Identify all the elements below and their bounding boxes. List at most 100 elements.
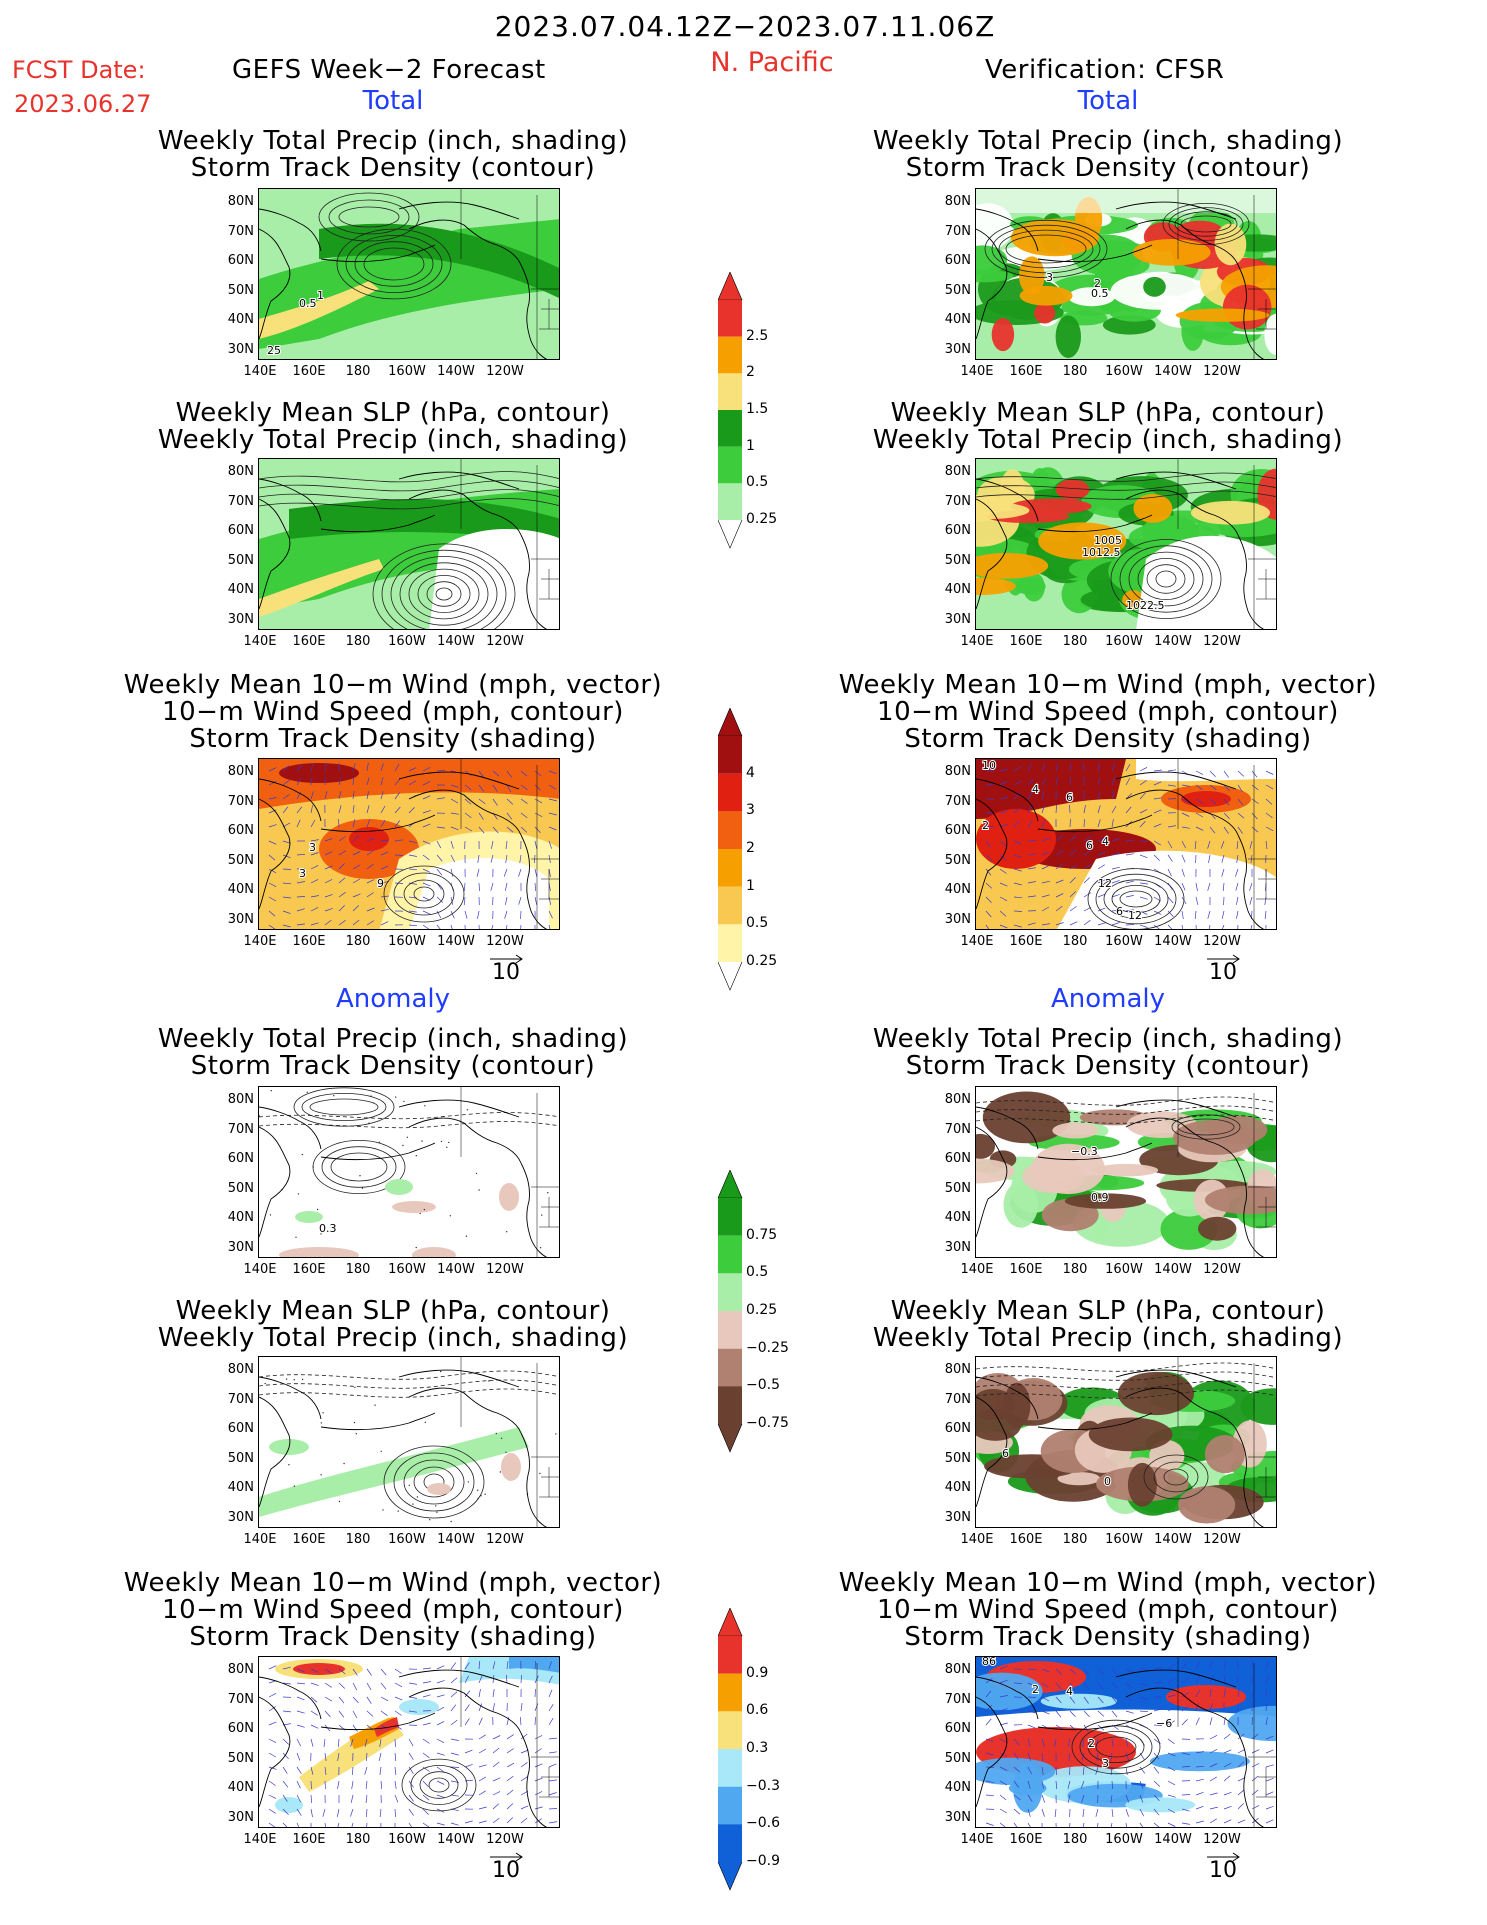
lat-tick-label: 60N <box>944 1151 971 1166</box>
contour-label: 6 <box>1066 791 1073 804</box>
lat-tick-label: 50N <box>227 1180 254 1196</box>
lon-tick-label: 180 <box>345 934 371 949</box>
lon-tick-label: 140W <box>437 1832 475 1847</box>
lon-tick-label: 160E <box>292 364 326 379</box>
lat-tick-label: 30N <box>227 611 254 627</box>
map-vf-anom-precip: −0.3 0.9 <box>976 1087 1276 1257</box>
colorbar-tick-label: 0.9 <box>746 1665 769 1681</box>
lon-tick-label: 140E <box>243 364 277 379</box>
lon-tick-label: 160E <box>292 1532 326 1547</box>
colorbar-precip_total <box>718 272 743 549</box>
lat-tick-label: 50N <box>227 1750 254 1766</box>
contour-label: 0 <box>1104 1475 1111 1488</box>
right-total-label: Total <box>1077 86 1139 116</box>
lat-tick-label: 70N <box>944 793 971 809</box>
colorbar-tick-label: −0.5 <box>746 1377 780 1393</box>
lon-tick-label: 160W <box>1105 934 1143 949</box>
lon-tick-label: 160E <box>292 634 326 649</box>
lat-tick-label: 70N <box>227 1391 254 1407</box>
lat-tick-label: 30N <box>944 911 971 927</box>
lat-tick-label: 40N <box>944 1480 971 1495</box>
panel-title-line: Storm Track Density (shading) <box>189 1622 597 1652</box>
map-panel-fc-total-precip: 1 0.5 25 <box>258 188 560 360</box>
colorbar-storm_anom <box>718 1608 743 1891</box>
vector-ref-arrow-icon <box>1207 1852 1240 1862</box>
map-panel-vf-anom-precip: −0.3 0.9 <box>975 1086 1277 1258</box>
lon-tick-label: 180 <box>345 1832 371 1847</box>
contour-label: 2 <box>1094 277 1101 290</box>
panel-title-line: Storm Track Density (contour) <box>905 1051 1311 1081</box>
lat-tick-label: 70N <box>944 1691 971 1707</box>
lon-tick-label: 160E <box>1009 934 1043 949</box>
colorbar-tick-label: 0.75 <box>746 1227 778 1243</box>
map-panel-fc-anom-precip: 0.3 <box>258 1086 560 1258</box>
panel-title-line: Weekly Mean 10−m Wind (mph, vector) <box>838 1568 1378 1598</box>
panel-title-line: Weekly Mean SLP (hPa, contour) <box>175 398 611 428</box>
vector-ref-arrow-icon <box>1207 954 1240 964</box>
panel-title-line: Storm Track Density (shading) <box>904 724 1312 754</box>
lat-tick-label: 70N <box>227 1121 254 1137</box>
lat-tick-label: 60N <box>227 1151 254 1166</box>
panel-title-line: Storm Track Density (contour) <box>190 1051 596 1081</box>
lat-tick-label: 50N <box>944 852 971 868</box>
contour-label: 2 <box>1088 1737 1095 1750</box>
vector-ref-label: 10 <box>1209 960 1237 985</box>
colorbar-tick-label: 0.25 <box>746 953 778 969</box>
lat-tick-label: 40N <box>227 1780 254 1795</box>
lat-tick-label: 70N <box>227 223 254 239</box>
colorbar-tick-label: 1 <box>746 878 755 894</box>
lat-tick-label: 50N <box>944 282 971 298</box>
map-fc-total-wind: 33 9 <box>259 759 559 929</box>
lat-tick-label: 60N <box>227 253 254 268</box>
lon-tick-label: 160W <box>388 1262 426 1277</box>
lon-tick-label: 140E <box>243 634 277 649</box>
map-panel-fc-anom-wind <box>258 1656 560 1828</box>
lat-tick-label: 60N <box>944 253 971 268</box>
lat-tick-label: 40N <box>944 1780 971 1795</box>
lat-tick-label: 70N <box>944 1391 971 1407</box>
lat-tick-label: 30N <box>227 911 254 927</box>
lat-tick-label: 80N <box>227 764 254 779</box>
lon-tick-label: 120W <box>1203 1532 1241 1547</box>
lon-tick-label: 140W <box>1154 934 1192 949</box>
lon-tick-label: 120W <box>486 634 524 649</box>
lon-tick-label: 160W <box>388 364 426 379</box>
lat-tick-label: 30N <box>227 1509 254 1525</box>
map-fc-anom-slp <box>259 1357 559 1527</box>
lat-tick-label: 30N <box>227 1239 254 1255</box>
lat-tick-label: 80N <box>944 764 971 779</box>
contour-label: 3 <box>1046 271 1053 284</box>
contour-label: 86 <box>982 1657 996 1668</box>
lat-tick-label: 30N <box>227 1809 254 1825</box>
lon-tick-label: 160E <box>1009 364 1043 379</box>
lat-tick-label: 40N <box>227 882 254 897</box>
map-panel-fc-anom-slp <box>258 1356 560 1528</box>
lat-tick-label: 70N <box>944 223 971 239</box>
lat-tick-label: 50N <box>944 1450 971 1466</box>
lat-tick-label: 70N <box>944 1121 971 1137</box>
lat-tick-label: 30N <box>227 341 254 357</box>
lat-tick-label: 80N <box>227 1362 254 1377</box>
colorbar-tick-label: 0.25 <box>746 511 778 527</box>
lon-tick-label: 160E <box>292 1832 326 1847</box>
map-fc-anom-precip: 0.3 <box>259 1087 559 1257</box>
right-column-title: Verification: CFSR <box>985 55 1225 85</box>
contour-label: 3 <box>309 841 316 854</box>
fcst-date-value: 2023.06.27 <box>14 90 152 118</box>
panel-title-line: Weekly Mean 10−m Wind (mph, vector) <box>123 670 663 700</box>
lat-tick-label: 80N <box>227 194 254 209</box>
map-vf-total-precip: 3 20.5 <box>976 189 1276 359</box>
lon-tick-label: 180 <box>345 364 371 379</box>
contour-label: 2 <box>1032 1683 1039 1696</box>
lat-tick-label: 30N <box>944 1239 971 1255</box>
lon-tick-label: 120W <box>486 1262 524 1277</box>
panel-title-line: Weekly Total Precip (inch, shading) <box>872 1323 1344 1353</box>
lon-tick-label: 140E <box>243 1262 277 1277</box>
lat-tick-label: 80N <box>944 464 971 479</box>
lat-tick-label: 50N <box>944 1180 971 1196</box>
panel-title-line: Weekly Total Precip (inch, shading) <box>872 126 1344 156</box>
lon-tick-label: 140E <box>960 634 994 649</box>
contour-label: 12 <box>1098 877 1112 890</box>
